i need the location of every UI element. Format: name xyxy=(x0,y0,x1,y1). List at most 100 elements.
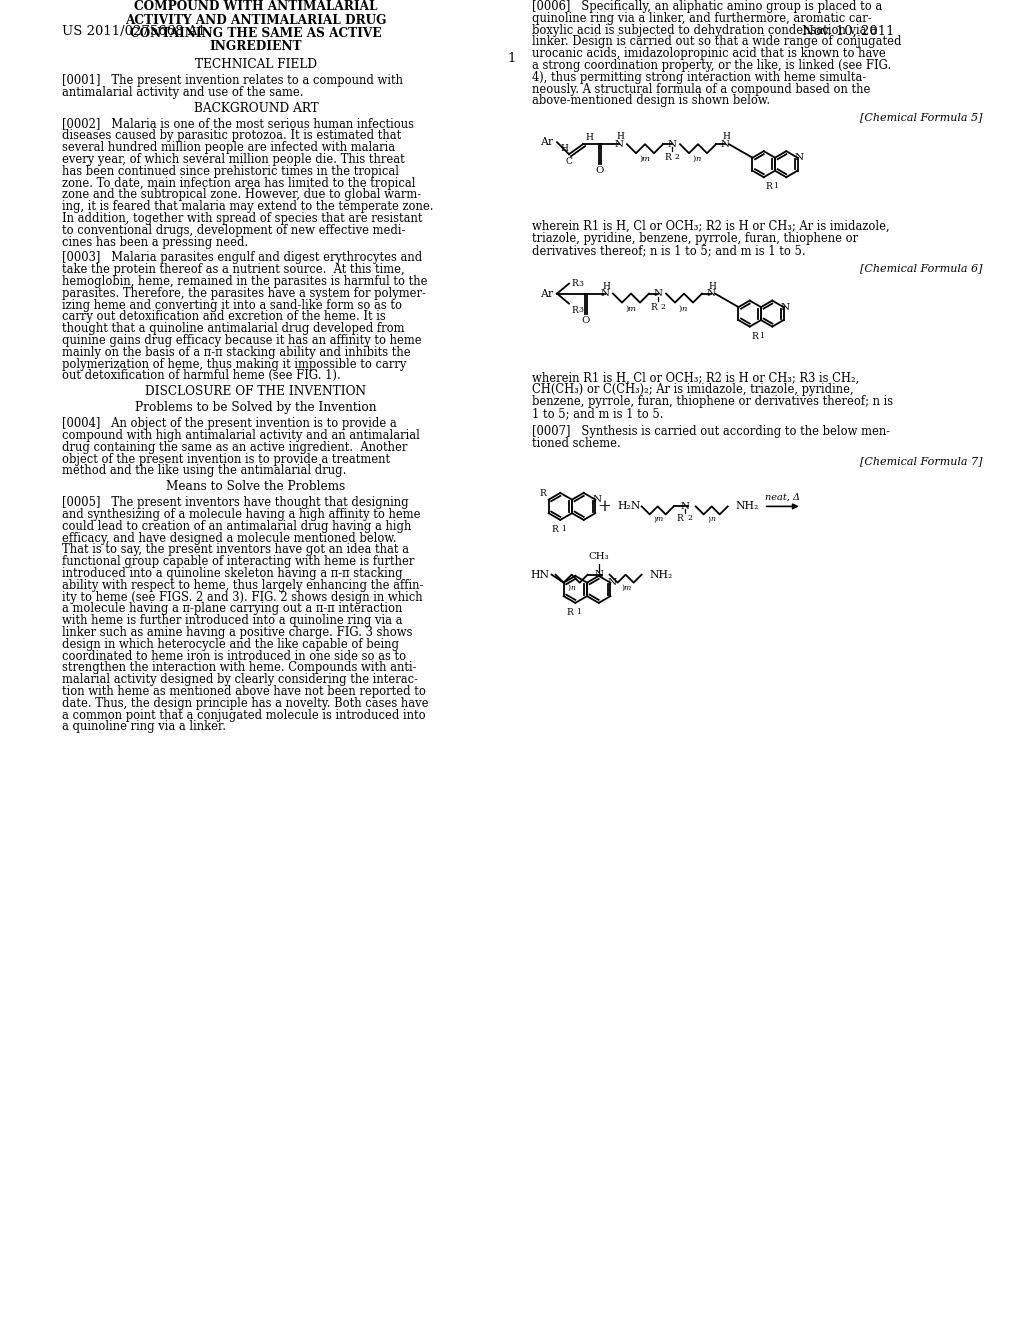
Text: [Chemical Formula 6]: [Chemical Formula 6] xyxy=(859,264,982,273)
Text: R: R xyxy=(677,515,684,524)
Text: every year, of which several million people die. This threat: every year, of which several million peo… xyxy=(62,153,404,166)
Text: NH₂: NH₂ xyxy=(735,502,759,511)
Text: ACTIVITY AND ANTIMALARIAL DRUG: ACTIVITY AND ANTIMALARIAL DRUG xyxy=(125,13,387,26)
Text: R: R xyxy=(650,302,657,312)
Text: R: R xyxy=(552,525,558,533)
Text: O: O xyxy=(582,315,590,325)
Text: compound with high antimalarial activity and an antimalarial: compound with high antimalarial activity… xyxy=(62,429,420,442)
Text: n: n xyxy=(682,305,687,313)
Text: [0006]   Specifically, an aliphatic amino group is placed to a: [0006] Specifically, an aliphatic amino … xyxy=(532,0,883,13)
Text: H: H xyxy=(602,281,610,290)
Text: ability with respect to heme, thus largely enhancing the affin-: ability with respect to heme, thus large… xyxy=(62,578,423,591)
Text: ): ) xyxy=(626,305,629,313)
Text: linker such as amine having a positive charge. FIG. 3 shows: linker such as amine having a positive c… xyxy=(62,626,413,639)
Text: ): ) xyxy=(622,583,624,591)
Text: neat, Δ: neat, Δ xyxy=(765,492,800,502)
Text: n: n xyxy=(570,583,575,591)
Text: ): ) xyxy=(708,515,711,524)
Text: C: C xyxy=(565,157,572,166)
Text: R: R xyxy=(540,488,547,498)
Text: +: + xyxy=(597,498,610,515)
Text: O: O xyxy=(596,166,604,176)
Text: hemoglobin, heme, remained in the parasites is harmful to the: hemoglobin, heme, remained in the parasi… xyxy=(62,275,427,288)
Text: [0005]   The present inventors have thought that designing: [0005] The present inventors have though… xyxy=(62,496,409,510)
Text: TECHNICAL FIELD: TECHNICAL FIELD xyxy=(195,58,317,71)
Text: zone and the subtropical zone. However, due to global warm-: zone and the subtropical zone. However, … xyxy=(62,189,421,202)
Text: N: N xyxy=(593,495,602,504)
Text: a strong coordination property, or the like, is linked (see FIG.: a strong coordination property, or the l… xyxy=(532,59,891,73)
Text: Means to Solve the Problems: Means to Solve the Problems xyxy=(166,480,346,494)
Text: BACKGROUND ART: BACKGROUND ART xyxy=(194,102,318,115)
Text: 1: 1 xyxy=(577,609,582,616)
Text: N: N xyxy=(668,140,677,149)
Text: [0001]   The present invention relates to a compound with: [0001] The present invention relates to … xyxy=(62,74,403,87)
Text: H₂N: H₂N xyxy=(617,502,641,511)
Text: 3: 3 xyxy=(578,306,583,314)
Text: malarial activity designed by clearly considering the interac-: malarial activity designed by clearly co… xyxy=(62,673,418,686)
Text: 3: 3 xyxy=(578,280,583,288)
Text: CH(CH₃) or C(CH₃)₂; Ar is imidazole, triazole, pyridine,: CH(CH₃) or C(CH₃)₂; Ar is imidazole, tri… xyxy=(532,383,854,396)
Text: ity to heme (see FIGS. 2 and 3). FIG. 2 shows design in which: ity to heme (see FIGS. 2 and 3). FIG. 2 … xyxy=(62,590,423,603)
Text: N: N xyxy=(707,289,716,298)
Text: DISCLOSURE OF THE INVENTION: DISCLOSURE OF THE INVENTION xyxy=(145,385,367,399)
Text: parasites. Therefore, the parasites have a system for polymer-: parasites. Therefore, the parasites have… xyxy=(62,286,426,300)
Text: coordinated to heme iron is introduced in one side so as to: coordinated to heme iron is introduced i… xyxy=(62,649,407,663)
Text: 4), thus permitting strong interaction with heme simulta-: 4), thus permitting strong interaction w… xyxy=(532,71,866,83)
Text: wherein R1 is H, Cl or OCH₃; R2 is H or CH₃; Ar is imidazole,: wherein R1 is H, Cl or OCH₃; R2 is H or … xyxy=(532,220,890,234)
Text: [0004]   An object of the present invention is to provide a: [0004] An object of the present inventio… xyxy=(62,417,396,430)
Text: carry out detoxification and excretion of the heme. It is: carry out detoxification and excretion o… xyxy=(62,310,386,323)
Text: [0007]   Synthesis is carried out according to the below men-: [0007] Synthesis is carried out accordin… xyxy=(532,425,890,438)
Text: H: H xyxy=(616,132,624,141)
Text: N: N xyxy=(608,578,616,587)
Text: antimalarial activity and use of the same.: antimalarial activity and use of the sam… xyxy=(62,86,303,99)
Text: tion with heme as mentioned above have not been reported to: tion with heme as mentioned above have n… xyxy=(62,685,426,698)
Text: mainly on the basis of a π-π stacking ability and inhibits the: mainly on the basis of a π-π stacking ab… xyxy=(62,346,411,359)
Text: zone. To date, main infection area has limited to the tropical: zone. To date, main infection area has l… xyxy=(62,177,416,190)
Text: cines has been a pressing need.: cines has been a pressing need. xyxy=(62,235,248,248)
Text: Ar: Ar xyxy=(540,289,553,298)
Text: m: m xyxy=(655,515,663,524)
Text: N: N xyxy=(721,140,729,149)
Text: introduced into a quinoline skeleton having a π-π stacking: introduced into a quinoline skeleton hav… xyxy=(62,568,402,579)
Text: R: R xyxy=(766,182,772,191)
Text: tioned scheme.: tioned scheme. xyxy=(532,437,621,450)
Text: ): ) xyxy=(693,156,696,164)
Text: quinoline ring via a linker, and furthermore, aromatic car-: quinoline ring via a linker, and further… xyxy=(532,12,871,25)
Text: 1: 1 xyxy=(508,51,516,65)
Text: HN: HN xyxy=(530,570,550,579)
Text: ): ) xyxy=(640,156,643,164)
Text: drug containing the same as an active ingredient.  Another: drug containing the same as an active in… xyxy=(62,441,408,454)
Text: R: R xyxy=(665,153,671,162)
Text: a quinoline ring via a linker.: a quinoline ring via a linker. xyxy=(62,721,226,734)
Text: ): ) xyxy=(567,583,570,591)
Text: 2: 2 xyxy=(674,153,679,161)
Text: functional group capable of interacting with heme is further: functional group capable of interacting … xyxy=(62,556,415,568)
Text: efficacy, and have designed a molecule mentioned below.: efficacy, and have designed a molecule m… xyxy=(62,532,396,545)
Text: linker. Design is carried out so that a wide range of conjugated: linker. Design is carried out so that a … xyxy=(532,36,901,49)
Text: In addition, together with spread of species that are resistant: In addition, together with spread of spe… xyxy=(62,213,423,224)
Text: derivatives thereof; n is 1 to 5; and m is 1 to 5.: derivatives thereof; n is 1 to 5; and m … xyxy=(532,244,806,257)
Text: izing heme and converting it into a sand-like form so as to: izing heme and converting it into a sand… xyxy=(62,298,402,312)
Text: diseases caused by parasitic protozoa. It is estimated that: diseases caused by parasitic protozoa. I… xyxy=(62,129,401,143)
Text: design in which heterocycle and the like capable of being: design in which heterocycle and the like… xyxy=(62,638,399,651)
Text: several hundred million people are infected with malaria: several hundred million people are infec… xyxy=(62,141,395,154)
Text: 1: 1 xyxy=(773,182,777,190)
Text: Problems to be Solved by the Invention: Problems to be Solved by the Invention xyxy=(135,401,377,414)
Text: N: N xyxy=(781,302,791,312)
Text: N: N xyxy=(680,502,689,511)
Text: boxylic acid is subjected to dehydration condensation via a: boxylic acid is subjected to dehydration… xyxy=(532,24,877,37)
Text: [Chemical Formula 7]: [Chemical Formula 7] xyxy=(859,457,982,466)
Text: CH₃: CH₃ xyxy=(589,552,609,561)
Text: has been continued since prehistoric times in the tropical: has been continued since prehistoric tim… xyxy=(62,165,399,178)
Text: [0003]   Malaria parasites engulf and digest erythrocytes and: [0003] Malaria parasites engulf and dige… xyxy=(62,251,422,264)
Text: Ar: Ar xyxy=(540,137,553,148)
Text: [Chemical Formula 5]: [Chemical Formula 5] xyxy=(859,112,982,123)
Text: a common point that a conjugated molecule is introduced into: a common point that a conjugated molecul… xyxy=(62,709,426,722)
Text: out detoxification of harmful heme (see FIG. 1).: out detoxification of harmful heme (see … xyxy=(62,370,341,383)
Text: US 2011/0275668 A1: US 2011/0275668 A1 xyxy=(62,25,206,38)
Text: R: R xyxy=(566,609,573,616)
Text: with heme is further introduced into a quinoline ring via a: with heme is further introduced into a q… xyxy=(62,614,402,627)
Text: N: N xyxy=(614,140,624,149)
Text: 1 to 5; and m is 1 to 5.: 1 to 5; and m is 1 to 5. xyxy=(532,407,664,420)
Text: [0002]   Malaria is one of the most serious human infectious: [0002] Malaria is one of the most seriou… xyxy=(62,117,414,131)
